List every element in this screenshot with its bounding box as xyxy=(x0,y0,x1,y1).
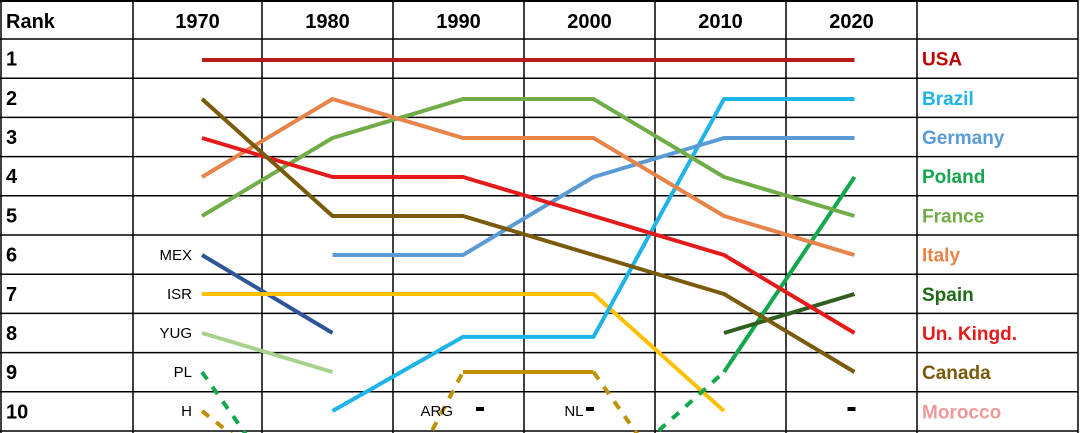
annotation-label: H xyxy=(181,403,192,420)
legend-item-un-kingd: Un. Kingd. xyxy=(922,324,1017,345)
x-tick-label: 1990 xyxy=(436,11,481,33)
rank-label: 8 xyxy=(6,323,17,345)
legend-item-germany: Germany xyxy=(922,128,1005,149)
series-line-extra xyxy=(428,371,465,433)
x-tick-label: 2000 xyxy=(567,11,612,33)
annotation-label: MEX xyxy=(159,247,192,264)
x-tick-label: 1970 xyxy=(175,11,220,33)
series-line-un-kingd xyxy=(201,136,856,335)
corner-label: Rank xyxy=(6,11,56,33)
annotation-label: ISR xyxy=(167,286,192,303)
rank-label: 5 xyxy=(6,205,17,227)
series-line-brazil xyxy=(331,97,855,413)
series-line-extra xyxy=(201,331,334,374)
rank-label: 9 xyxy=(6,362,17,384)
legend-item-france: France xyxy=(922,206,984,227)
series-line-france xyxy=(200,97,856,218)
x-tick-label: 2010 xyxy=(698,11,743,33)
rank-label: 10 xyxy=(6,401,28,423)
rank-label: 2 xyxy=(6,88,17,110)
series-line-germany xyxy=(332,136,855,257)
series-line-poland xyxy=(657,370,726,432)
series-line-spain xyxy=(723,292,856,335)
rank-label: 7 xyxy=(6,284,17,306)
annotation-label: YUG xyxy=(159,325,192,342)
legend-item-usa: USA xyxy=(922,50,962,71)
x-tick-label: 2020 xyxy=(829,11,874,33)
legend-item-morocco: Morocco xyxy=(922,402,1001,423)
legend-item-canada: Canada xyxy=(922,363,991,384)
annotation-label: ARG xyxy=(420,403,453,420)
rank-label: 4 xyxy=(6,166,18,188)
series-line-italy xyxy=(200,97,856,257)
rank-label: 1 xyxy=(6,49,17,71)
rank-label: 3 xyxy=(6,127,17,149)
x-tick-label: 1980 xyxy=(305,11,350,33)
series-line-extra xyxy=(200,409,233,433)
legend-item-brazil: Brazil xyxy=(922,89,974,110)
annotation-label: PL xyxy=(174,364,192,381)
legend-item-italy: Italy xyxy=(922,246,960,267)
annotation-label: NL xyxy=(564,403,583,420)
series-line-canada xyxy=(200,97,856,374)
legend-item-spain: Spain xyxy=(922,285,974,306)
rank-label: 6 xyxy=(6,245,17,267)
series-line-extra xyxy=(202,292,726,413)
legend-item-poland: Poland xyxy=(922,167,985,188)
